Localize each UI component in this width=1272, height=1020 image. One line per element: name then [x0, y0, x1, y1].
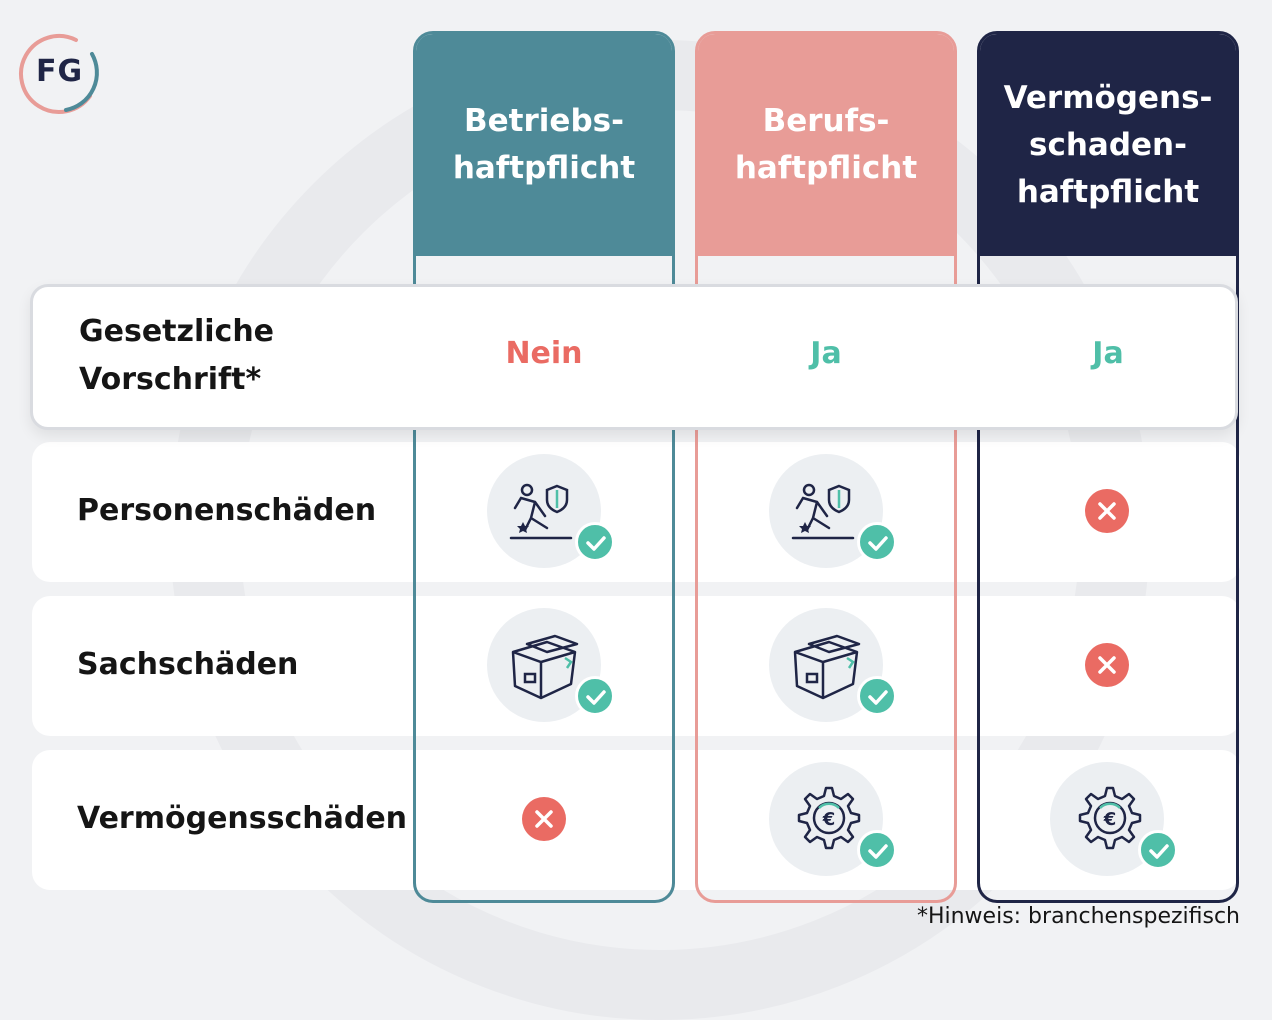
fg-logo-icon [19, 34, 99, 114]
cross-icon [1085, 643, 1129, 687]
row-label-vermoegensschaeden: Vermögensschäden [77, 801, 408, 836]
cell-vermoegen-vermoegen [1050, 762, 1182, 882]
row-personenschaeden [32, 442, 1240, 582]
row-gesetzliche-vorschrift: Gesetzliche Vorschrift* [30, 284, 1238, 430]
check-icon [575, 676, 615, 716]
check-icon [857, 830, 897, 870]
logo-text: FG [36, 54, 84, 89]
footnote: *Hinweis: branchenspezifisch [916, 904, 1240, 929]
column-vermoegensschadenhaftpflicht: Vermögens- schaden- haftpflicht [977, 31, 1239, 903]
row-label-line2: Vorschrift* [79, 362, 262, 397]
column-berufshaftpflicht: Berufs- haftpflicht [695, 31, 957, 903]
cross-icon [1085, 489, 1129, 533]
cell-beruf-sach [769, 608, 901, 728]
column-title: Berufs- haftpflicht [698, 34, 954, 256]
value-vermoegen-vorschrift: Ja [1092, 336, 1124, 371]
row-label-personenschaeden: Personenschäden [77, 493, 377, 528]
column-betriebshaftpflicht: Betriebs- haftpflicht [413, 31, 675, 903]
value-betrieb-vorschrift: Nein [505, 336, 583, 371]
row-vermoegensschaeden [32, 750, 1240, 890]
check-icon [575, 522, 615, 562]
cell-betrieb-personen [487, 454, 619, 574]
cell-beruf-personen [769, 454, 901, 574]
check-icon [857, 522, 897, 562]
column-title: Betriebs- haftpflicht [416, 34, 672, 256]
check-icon [857, 676, 897, 716]
cell-beruf-vermoegen [769, 762, 901, 882]
row-label-line1: Gesetzliche [79, 314, 275, 349]
cross-icon [522, 797, 566, 841]
value-beruf-vorschrift: Ja [810, 336, 842, 371]
cell-betrieb-sach [487, 608, 619, 728]
check-icon [1138, 830, 1178, 870]
column-title: Vermögens- schaden- haftpflicht [980, 34, 1236, 256]
row-label-sachschaeden: Sachschäden [77, 647, 299, 682]
row-sachschaeden [32, 596, 1240, 736]
